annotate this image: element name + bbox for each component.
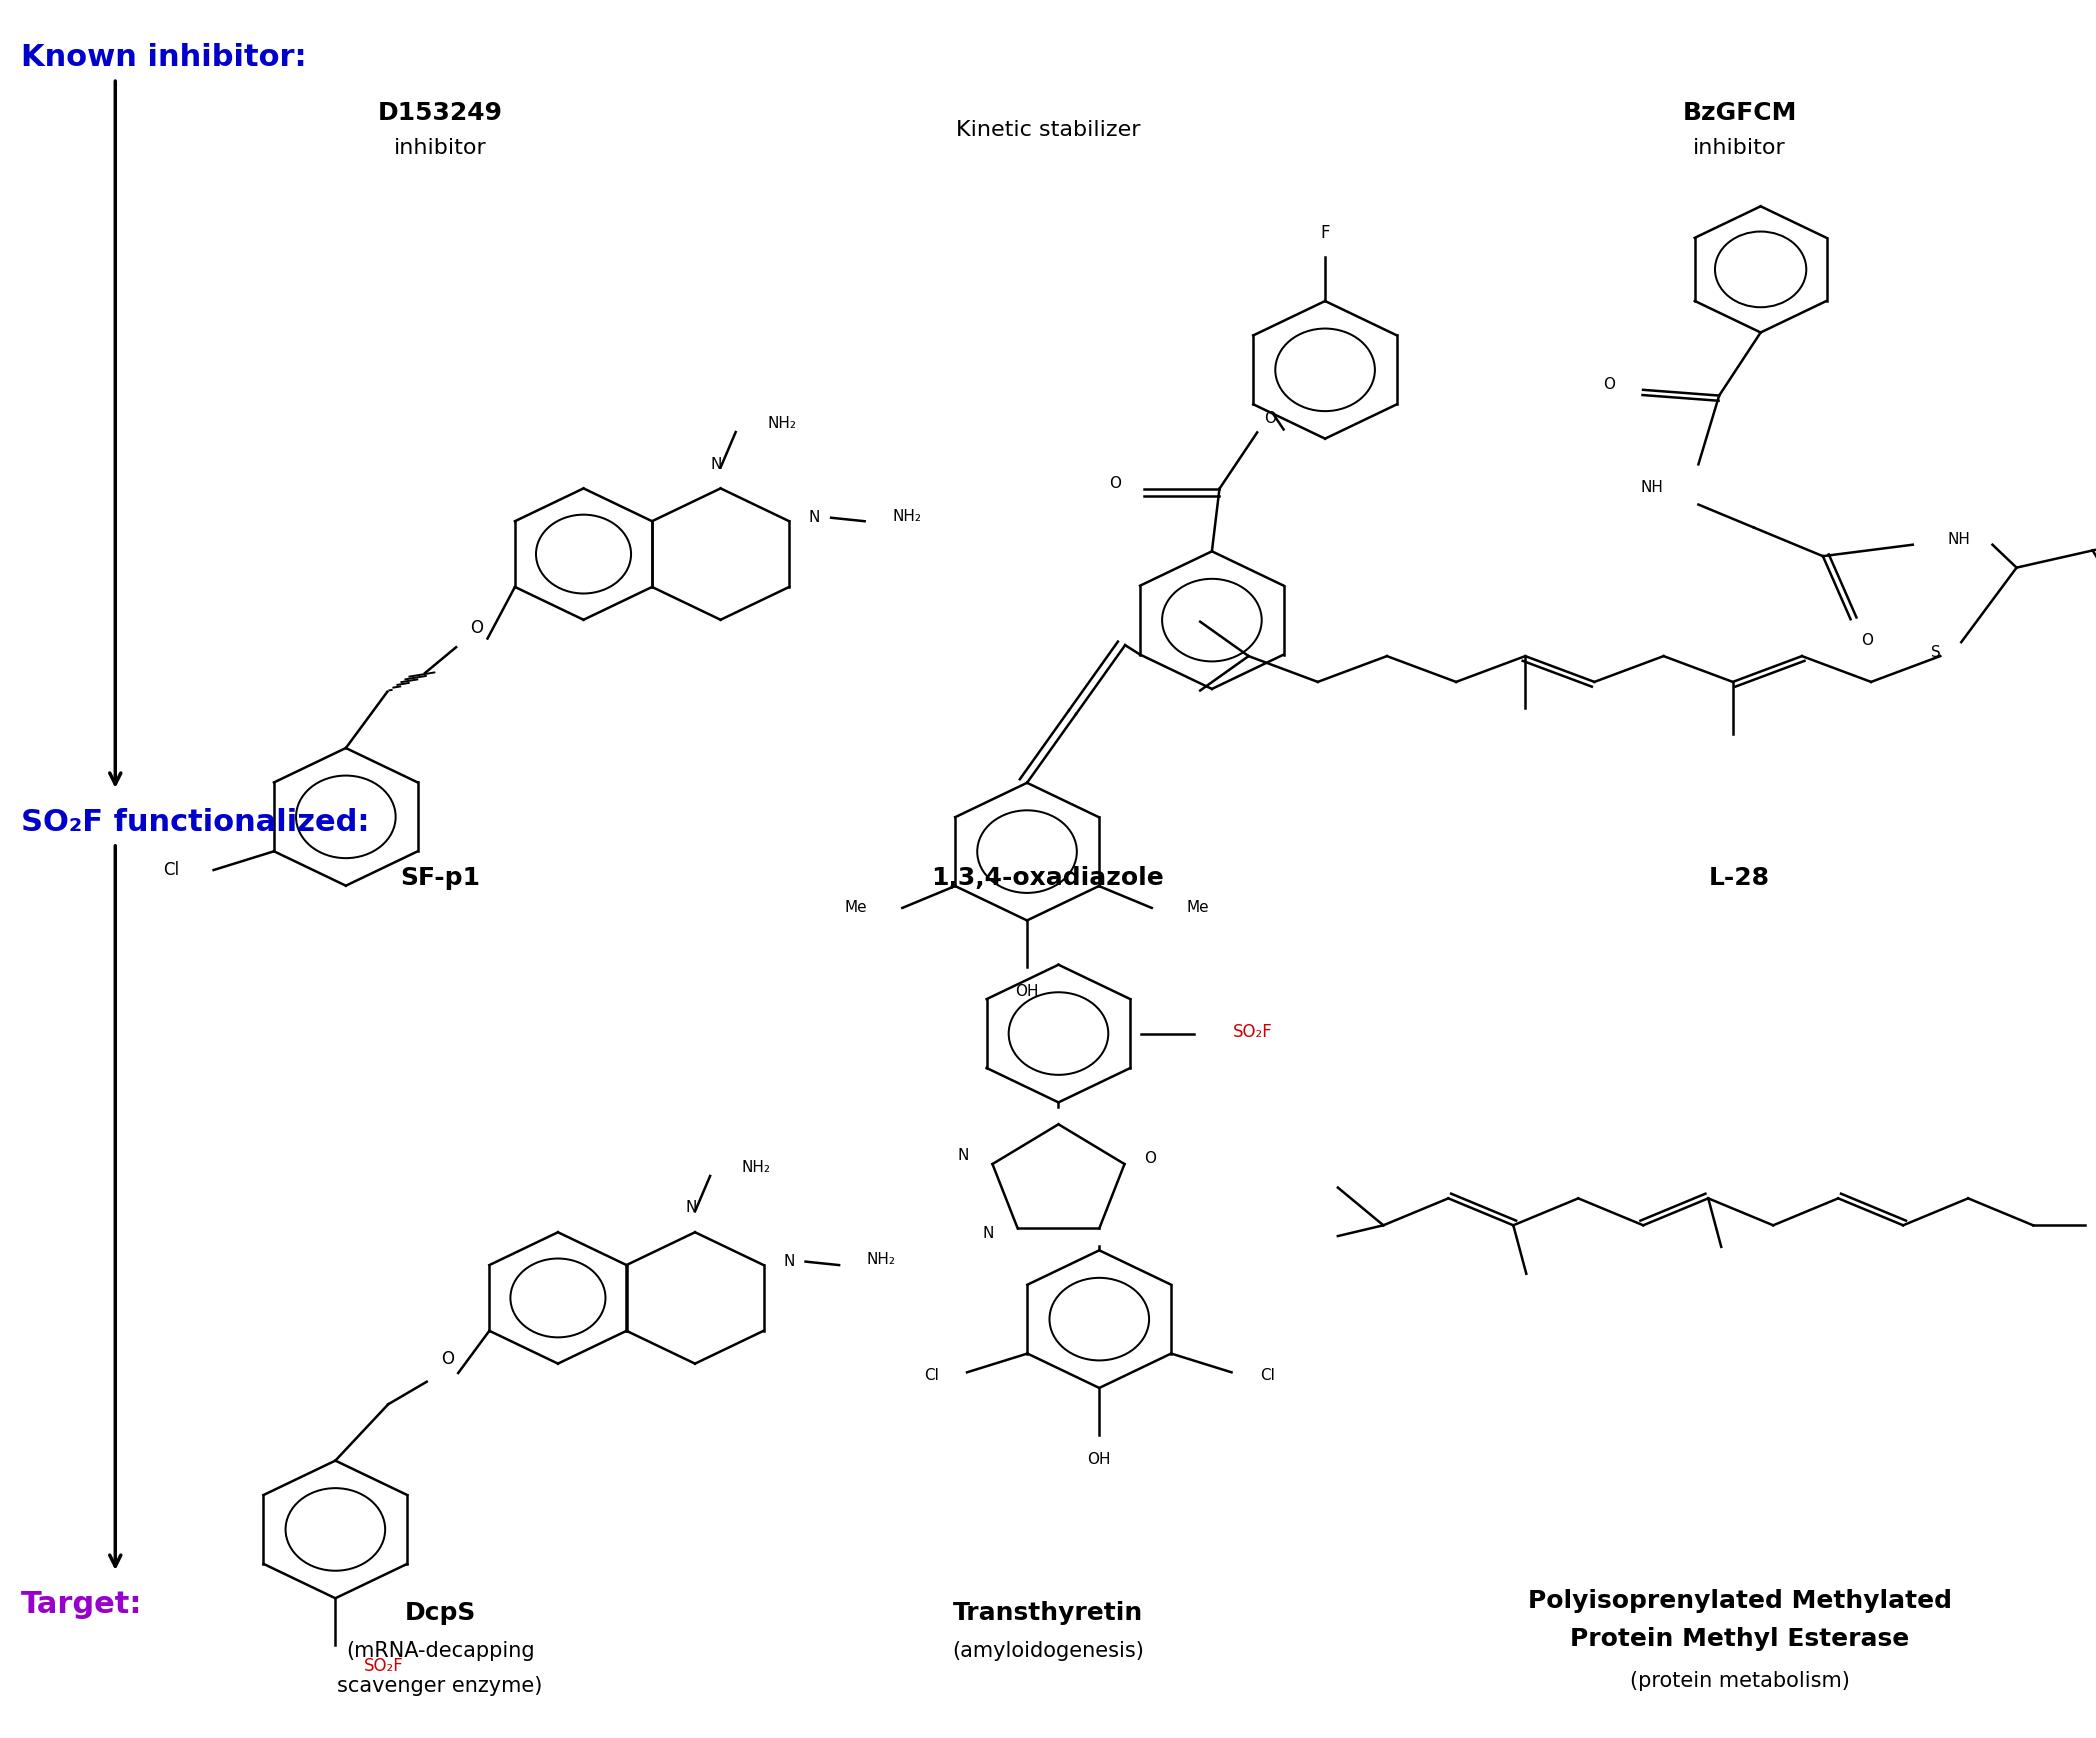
Text: Cl: Cl bbox=[924, 1368, 939, 1383]
Text: (protein metabolism): (protein metabolism) bbox=[1631, 1670, 1849, 1691]
Text: O: O bbox=[1109, 476, 1121, 492]
Text: Me: Me bbox=[845, 900, 868, 916]
Text: O: O bbox=[1144, 1151, 1155, 1166]
Text: NH: NH bbox=[1641, 480, 1664, 495]
Text: scavenger enzyme): scavenger enzyme) bbox=[337, 1675, 543, 1696]
Text: O: O bbox=[470, 619, 484, 638]
Text: SF-p1: SF-p1 bbox=[400, 866, 480, 890]
Text: O: O bbox=[440, 1350, 455, 1368]
Text: N: N bbox=[711, 457, 723, 471]
Text: D153249: D153249 bbox=[377, 101, 503, 125]
Text: inhibitor: inhibitor bbox=[394, 137, 486, 158]
Text: NH₂: NH₂ bbox=[893, 509, 920, 523]
Text: Cl: Cl bbox=[163, 860, 180, 879]
Text: F: F bbox=[1320, 224, 1329, 242]
Text: Protein Methyl Esterase: Protein Methyl Esterase bbox=[1570, 1627, 1909, 1651]
Text: Known inhibitor:: Known inhibitor: bbox=[21, 43, 306, 73]
Text: Polyisoprenylated Methylated: Polyisoprenylated Methylated bbox=[1528, 1589, 1951, 1613]
Text: O: O bbox=[1264, 410, 1276, 426]
Text: NH₂: NH₂ bbox=[866, 1253, 895, 1267]
Text: DcpS: DcpS bbox=[405, 1601, 476, 1625]
Text: SO₂F: SO₂F bbox=[365, 1656, 402, 1675]
Text: O: O bbox=[1603, 377, 1616, 393]
Text: N: N bbox=[784, 1255, 794, 1269]
Text: N: N bbox=[809, 511, 820, 525]
Text: inhibitor: inhibitor bbox=[1694, 137, 1786, 158]
Text: BzGFCM: BzGFCM bbox=[1683, 101, 1796, 125]
Text: Kinetic stabilizer: Kinetic stabilizer bbox=[956, 120, 1140, 141]
Text: OH: OH bbox=[1014, 984, 1040, 999]
Text: N: N bbox=[983, 1225, 994, 1241]
Text: S: S bbox=[1930, 645, 1941, 660]
Text: SO₂F: SO₂F bbox=[1232, 1024, 1272, 1041]
Text: Me: Me bbox=[1186, 900, 1209, 916]
Text: 1,3,4-oxadiazole: 1,3,4-oxadiazole bbox=[931, 866, 1165, 890]
Text: N: N bbox=[685, 1201, 696, 1215]
Text: SO₂F functionalized:: SO₂F functionalized: bbox=[21, 808, 369, 838]
Text: (amyloidogenesis): (amyloidogenesis) bbox=[952, 1641, 1144, 1662]
Text: (mRNA-decapping: (mRNA-decapping bbox=[346, 1641, 534, 1662]
Text: O: O bbox=[1861, 633, 1874, 648]
Text: NH: NH bbox=[1947, 532, 1970, 547]
Text: NH₂: NH₂ bbox=[742, 1159, 771, 1175]
Text: L-28: L-28 bbox=[1708, 866, 1771, 890]
Text: Cl: Cl bbox=[1260, 1368, 1274, 1383]
Text: N: N bbox=[958, 1147, 968, 1163]
Text: NH₂: NH₂ bbox=[767, 415, 796, 431]
Text: OH: OH bbox=[1088, 1451, 1111, 1467]
Text: Target:: Target: bbox=[21, 1590, 143, 1620]
Text: Transthyretin: Transthyretin bbox=[954, 1601, 1142, 1625]
